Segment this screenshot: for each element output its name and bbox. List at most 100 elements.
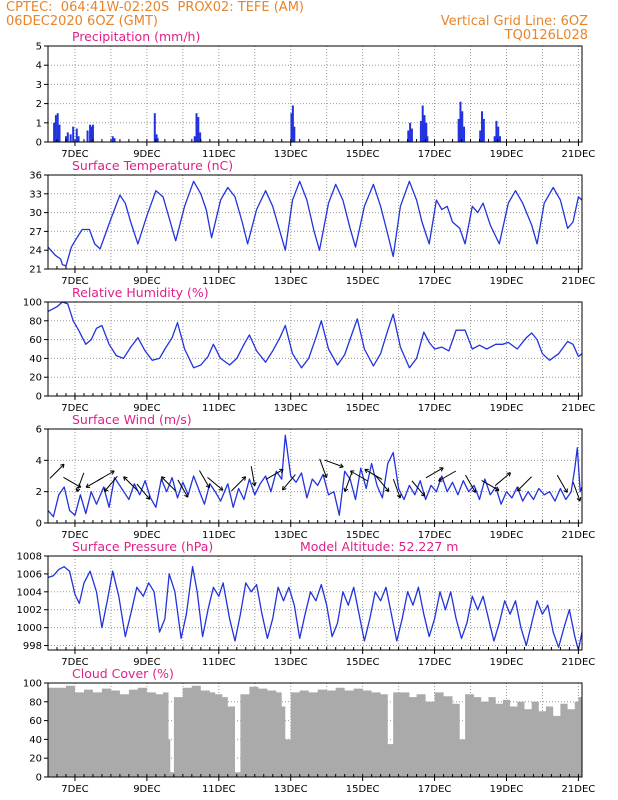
series-line-pressure — [47, 566, 583, 651]
y-tick-label: 20 — [29, 754, 42, 765]
x-tick-label: 11DEC — [202, 149, 236, 160]
precip-bar — [199, 132, 202, 142]
panel-frame — [47, 682, 583, 778]
wind-vector — [177, 479, 189, 498]
precip-bar — [75, 128, 78, 142]
wind-vector — [319, 458, 327, 478]
wind-vector-head — [576, 497, 582, 502]
x-tick-label: 9DEC — [133, 149, 160, 160]
wind-vector-head — [279, 468, 284, 474]
wind-vector-head — [438, 477, 443, 482]
panel-title-cloud: Cloud Cover (%) — [72, 666, 174, 681]
x-tick-label: 9DEC — [133, 657, 160, 668]
y-tick-label: 1004 — [17, 587, 42, 598]
y-tick-label: 80 — [29, 316, 42, 327]
precip-bar — [56, 113, 59, 142]
x-tick-label: 15DEC — [346, 149, 380, 160]
precip-bar — [421, 105, 424, 142]
wind-vector-head — [506, 472, 512, 477]
x-tick-label: 19DEC — [490, 784, 524, 795]
wind-vector-head — [420, 492, 426, 497]
precip-bar — [463, 126, 466, 142]
precip-bar — [113, 138, 116, 142]
precip-bar — [497, 126, 500, 142]
panel-frame — [47, 45, 583, 143]
wind-vector — [364, 469, 383, 480]
wind-vector — [438, 470, 457, 482]
panel-frame — [47, 174, 583, 270]
panel-wind: Surface Wind (m/s) 0 2 4 6 7DEC 9DEC 11DEC 13DEC… — [36, 412, 596, 541]
precip-bar — [91, 124, 94, 142]
precip-bar — [461, 111, 464, 142]
wind-vector — [425, 467, 444, 479]
precip-bar — [479, 130, 482, 142]
y-tick-label: 2 — [36, 99, 42, 110]
wind-vector-head — [364, 468, 369, 474]
panel-pressure: Surface Pressure (hPa) Model Altitude: 52… — [17, 539, 596, 668]
y-tick-label: 2 — [36, 487, 42, 498]
x-tick-label: 17DEC — [418, 657, 452, 668]
wind-vector-head — [205, 483, 210, 489]
x-tick-label: 21DEC — [562, 149, 596, 160]
header-model: TQ0126L028 — [504, 28, 588, 43]
x-tick-label: 13DEC — [274, 784, 308, 795]
panel-subtitle-pressure: Model Altitude: 52.227 m — [300, 539, 458, 554]
x-tick-label: 13DEC — [274, 657, 308, 668]
wind-vector — [136, 483, 151, 500]
precip-bar — [407, 130, 410, 142]
wind-vector-head — [516, 486, 522, 492]
wind-vector-head — [160, 476, 166, 481]
y-tick-label: 40 — [29, 354, 42, 365]
precip-bar — [493, 136, 496, 142]
wind-vector-head — [110, 470, 115, 475]
x-tick-label: 19DEC — [490, 403, 524, 414]
x-tick-label: 15DEC — [346, 784, 380, 795]
wind-vector — [465, 474, 476, 493]
y-tick-label: 0 — [36, 519, 42, 530]
x-tick-label: 19DEC — [490, 530, 524, 541]
x-tick-label: 17DEC — [418, 530, 452, 541]
y-tick-label: 998 — [23, 641, 42, 652]
y-tick-label: 0 — [36, 138, 42, 149]
y-tick-label: 40 — [29, 735, 42, 746]
panel-humidity: Relative Humidity (%) 0 20 40 60 80 100 7DEC 9DE… — [23, 285, 595, 414]
precip-bar — [426, 136, 429, 142]
panel-frame — [47, 555, 583, 651]
wind-vector-head — [339, 463, 344, 469]
y-tick-label: 5 — [36, 42, 42, 53]
precip-bar — [410, 128, 413, 142]
x-tick-label: 11DEC — [202, 784, 236, 795]
y-tick-label: 20 — [29, 373, 42, 384]
wind-vector-head — [75, 487, 81, 493]
wind-vector — [207, 477, 224, 491]
wind-vector — [517, 476, 532, 492]
precip-bar — [481, 111, 484, 142]
y-tick-label: 33 — [29, 189, 42, 200]
wind-vector — [96, 470, 115, 482]
header-date: 06DEC2020 6OZ (GMT) — [6, 14, 158, 29]
wind-vector — [392, 478, 401, 499]
precip-bar — [499, 136, 502, 142]
panel-frame — [47, 428, 583, 524]
wind-vector-head — [343, 487, 349, 493]
y-tick-label: 27 — [29, 227, 42, 238]
y-tick-label: 80 — [29, 697, 42, 708]
wind-vector-head — [251, 481, 257, 487]
series-line-humidity — [47, 301, 583, 369]
wind-vector — [123, 476, 139, 492]
y-tick-label: 24 — [29, 246, 42, 257]
panel-title-precip: Precipitation (mm/h) — [72, 29, 200, 44]
panel-frame — [47, 301, 583, 397]
precip-bar — [53, 122, 56, 142]
y-tick-label: 4 — [36, 456, 42, 467]
wind-vector-head — [123, 476, 128, 481]
x-tick-label: 9DEC — [133, 403, 160, 414]
wind-vector-head — [323, 473, 328, 478]
wind-vector — [324, 459, 344, 468]
wind-vector — [282, 474, 296, 491]
wind-vector-head — [349, 470, 355, 475]
wind-vector — [411, 480, 426, 497]
wind-vector-head — [60, 463, 65, 469]
x-tick-label: 11DEC — [202, 276, 236, 287]
